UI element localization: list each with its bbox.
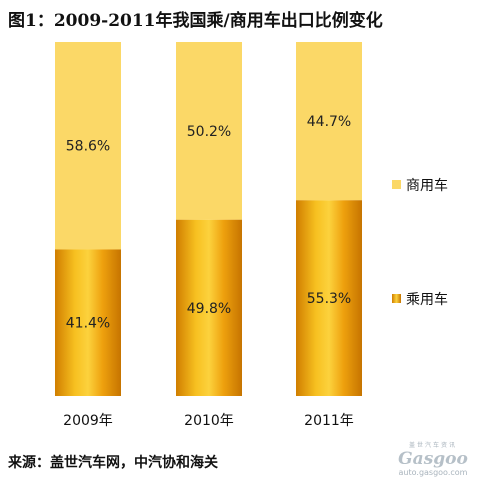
watermark-url: auto.gasgoo.com: [398, 468, 468, 477]
legend-swatch-0: [392, 180, 401, 189]
category-label-1: 2010年: [184, 413, 234, 429]
legend-label-1: 乘用车: [406, 291, 448, 308]
value-label-passenger-1: 49.8%: [187, 301, 231, 317]
watermark-cn-text: 盖世汽车资讯: [408, 442, 457, 449]
value-label-commercial-0: 58.6%: [66, 139, 110, 155]
value-label-commercial-1: 50.2%: [187, 124, 231, 140]
category-label-0: 2009年: [63, 413, 113, 429]
bars-group: [55, 42, 362, 396]
bar-passenger-2: [296, 200, 362, 396]
value-label-passenger-0: 41.4%: [66, 316, 110, 332]
value-labels-group: 58.6% 41.4% 50.2% 49.8% 44.7% 55.3%: [66, 114, 351, 332]
source-note: 来源：盖世汽车网，中汽协和海关: [8, 455, 218, 471]
bar-commercial-2: [296, 42, 362, 201]
legend-label-0: 商用车: [406, 177, 448, 194]
value-label-passenger-2: 55.3%: [307, 291, 351, 307]
bar-commercial-0: [55, 42, 121, 250]
gasgoo-watermark: 盖世汽车资讯 Gasgoo auto.gasgoo.com: [391, 442, 475, 480]
bar-passenger-0: [55, 249, 121, 396]
watermark-logo: Gasgoo: [398, 449, 468, 469]
value-label-commercial-2: 44.7%: [307, 114, 351, 130]
category-labels-group: 2009年 2010年 2011年: [63, 413, 354, 429]
legend-swatch-1: [392, 294, 401, 303]
category-label-2: 2011年: [304, 413, 354, 429]
chart-title: 图1：2009-2011年我国乘/商用车出口比例变化: [8, 11, 383, 31]
bar-passenger-1: [176, 219, 242, 396]
bar-commercial-1: [176, 42, 242, 220]
